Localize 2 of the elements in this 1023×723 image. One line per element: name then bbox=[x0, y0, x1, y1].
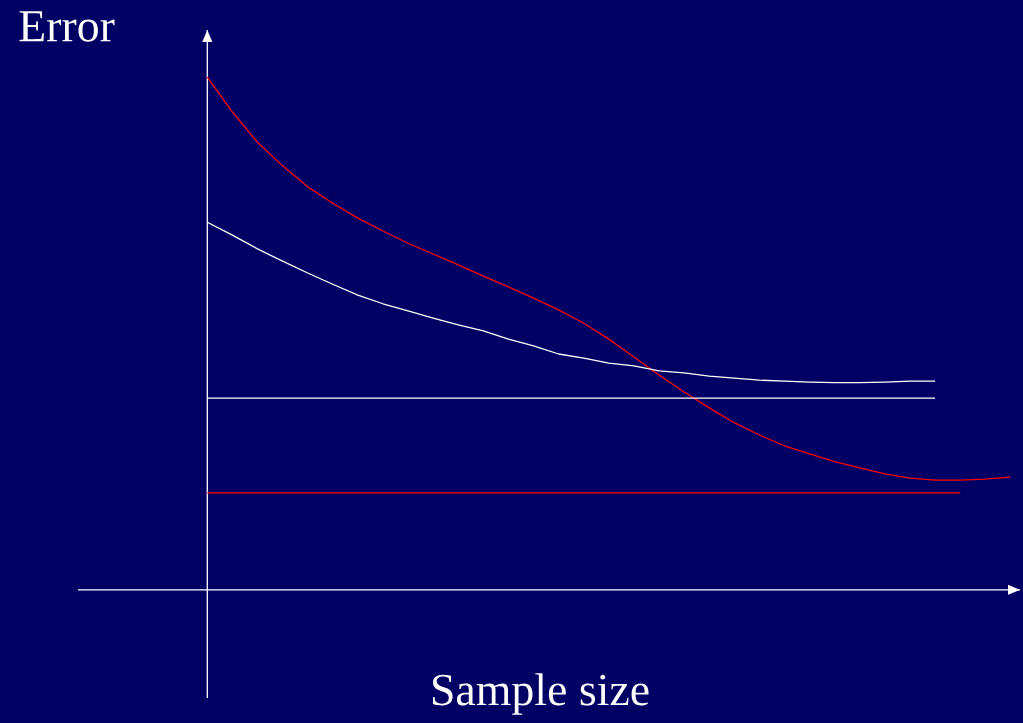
x-axis-title: Sample size bbox=[432, 673, 649, 715]
y-axis-title: Error bbox=[19, 11, 115, 42]
